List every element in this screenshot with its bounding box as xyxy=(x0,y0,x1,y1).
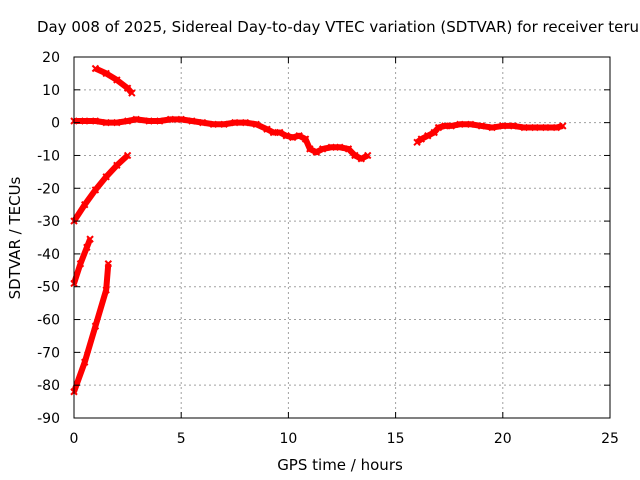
data-point xyxy=(83,243,91,252)
data-point xyxy=(102,69,110,78)
y-tick-label: -20 xyxy=(37,181,60,197)
data-point xyxy=(145,117,153,125)
data-point xyxy=(477,122,486,130)
data-point xyxy=(188,117,196,125)
axis-layer: 0 5 10 15 20 25 -90 -80 -70 -60 -50 -40 -30 -20 -10 0 10… xyxy=(37,50,619,447)
plot-frame xyxy=(73,56,611,419)
series-line-arc-4 xyxy=(71,238,93,285)
y-tick-label: -30 xyxy=(37,214,60,230)
data-point xyxy=(128,89,136,97)
data-point xyxy=(113,161,121,170)
data-point xyxy=(102,173,110,181)
y-tick-label: -70 xyxy=(37,345,60,361)
data-point xyxy=(531,123,539,132)
grid-layer xyxy=(74,57,610,418)
data-point xyxy=(466,120,475,128)
data-point xyxy=(312,148,320,156)
data-point xyxy=(231,118,239,127)
data-point xyxy=(252,120,260,128)
x-tick-label: 25 xyxy=(601,431,619,447)
data-point xyxy=(447,122,456,130)
y-tick-label: -80 xyxy=(37,378,60,394)
data-point xyxy=(91,64,100,73)
data-point xyxy=(269,128,278,137)
y-tick-label: -10 xyxy=(37,148,60,164)
data-point xyxy=(113,76,121,84)
series-arc-5 xyxy=(70,260,113,396)
data-point xyxy=(364,151,372,160)
data-point xyxy=(552,123,561,132)
data-point xyxy=(156,117,164,125)
data-point xyxy=(295,132,303,140)
data-point xyxy=(306,145,314,153)
data-point xyxy=(177,115,185,124)
series-line-arc-2 xyxy=(74,116,370,162)
data-point xyxy=(81,358,89,366)
data-point xyxy=(434,123,443,132)
data-point xyxy=(282,132,290,140)
data-point xyxy=(318,145,327,153)
y-tick-label: 20 xyxy=(42,50,60,66)
data-point xyxy=(276,128,284,137)
x-tick-label: 15 xyxy=(387,431,405,447)
data-point xyxy=(351,151,359,160)
data-point xyxy=(102,286,110,294)
data-point xyxy=(91,117,100,125)
data-point xyxy=(102,118,110,127)
data-point xyxy=(91,322,100,330)
data-point xyxy=(541,123,550,132)
data-point xyxy=(91,186,100,194)
data-point xyxy=(198,118,207,127)
series-arc-4 xyxy=(70,235,94,288)
data-point xyxy=(509,122,518,130)
data-point xyxy=(81,117,89,125)
data-point xyxy=(81,200,89,209)
data-point xyxy=(166,115,175,124)
data-point xyxy=(132,115,140,124)
data-point xyxy=(417,135,426,143)
series-arc-6 xyxy=(413,120,567,147)
data-point xyxy=(209,120,218,128)
x-axis-label: GPS time / hours xyxy=(277,456,403,474)
y-tick-label: -50 xyxy=(37,280,60,296)
data-point xyxy=(559,122,567,130)
data-point xyxy=(327,143,335,151)
x-tick-label: 0 xyxy=(70,431,79,447)
data-point xyxy=(520,123,528,132)
data-point xyxy=(86,235,94,243)
data-point xyxy=(104,260,113,268)
data-point xyxy=(499,122,507,130)
y-tick-label: -40 xyxy=(37,247,60,263)
y-tick-label: 10 xyxy=(42,83,60,99)
y-tick-label: 0 xyxy=(51,116,60,132)
y-tick-label: -60 xyxy=(37,313,60,329)
data-point xyxy=(123,151,132,160)
data-point xyxy=(336,143,344,151)
x-tick-label: 20 xyxy=(494,431,512,447)
data-point xyxy=(488,123,496,132)
data-point xyxy=(357,155,366,163)
data-point xyxy=(263,125,271,133)
chart-title: Day 008 of 2025, Sidereal Day-to-day VTE… xyxy=(37,18,639,36)
series-arc-1 xyxy=(91,64,136,97)
y-tick-label: -90 xyxy=(37,411,60,427)
data-point xyxy=(220,120,228,128)
data-point xyxy=(241,118,250,127)
data-point xyxy=(456,120,464,128)
data-point xyxy=(441,122,449,130)
data-point xyxy=(424,132,432,140)
data-point xyxy=(288,133,297,142)
x-tick-label: 5 xyxy=(177,431,186,447)
y-axis-label: SDTVAR / TECUs xyxy=(6,176,24,299)
x-tick-label: 10 xyxy=(279,431,297,447)
data-point xyxy=(301,135,310,143)
data-point xyxy=(76,260,85,268)
data-point xyxy=(123,117,132,125)
data-point xyxy=(344,145,353,153)
data-point xyxy=(113,118,121,127)
